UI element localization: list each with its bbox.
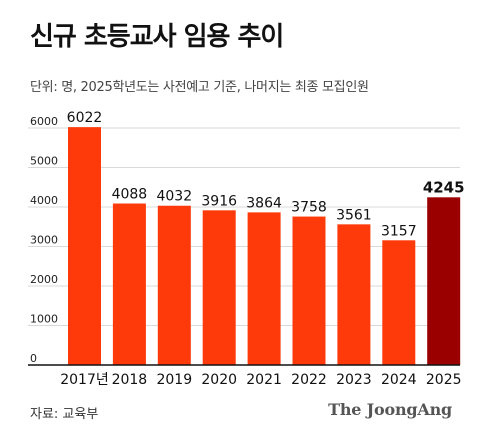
x-tick-label: 2023 [336, 372, 372, 388]
bar [427, 197, 461, 365]
y-tick-label: 3000 [30, 234, 58, 247]
bar [112, 203, 146, 365]
data-label: 6022 [67, 110, 103, 126]
y-tick-label: 0 [30, 352, 37, 365]
data-label: 3561 [336, 207, 372, 223]
x-tick-label: 2017년 [60, 372, 109, 388]
data-label: 4088 [112, 187, 148, 203]
y-tick-label: 6000 [30, 115, 58, 128]
x-tick-label: 2021 [246, 372, 282, 388]
data-label: 3758 [291, 200, 327, 216]
x-tick-label: 2020 [201, 372, 237, 388]
data-label: 3864 [246, 195, 282, 211]
y-tick-label: 2000 [30, 273, 58, 286]
data-label: 4245 [423, 178, 465, 196]
y-tick-label: 5000 [30, 155, 58, 168]
bar [292, 216, 326, 365]
bar [247, 212, 281, 365]
chart-title: 신규 초등교사 임용 추이 [30, 22, 284, 52]
y-tick-label: 1000 [30, 313, 58, 326]
source-note: 자료: 교육부 [30, 407, 99, 422]
bar [202, 210, 236, 365]
bar [157, 205, 191, 365]
x-tick-label: 2018 [112, 372, 148, 388]
x-tick-label: 2025 [426, 372, 462, 388]
bar [337, 224, 371, 365]
data-label: 3157 [381, 223, 417, 239]
x-tick-label: 2024 [381, 372, 417, 388]
chart-subtitle: 단위: 명, 2025학년도는 사전예고 기준, 나머지는 최종 모집인원 [30, 80, 369, 95]
y-tick-label: 4000 [30, 194, 58, 207]
bar [68, 127, 101, 365]
data-label: 3916 [201, 193, 237, 209]
bar [382, 240, 416, 365]
brand-logo: The JoongAng [328, 400, 452, 419]
x-tick-label: 2019 [156, 372, 192, 388]
x-tick-label: 2022 [291, 372, 327, 388]
data-label: 4032 [156, 189, 192, 205]
